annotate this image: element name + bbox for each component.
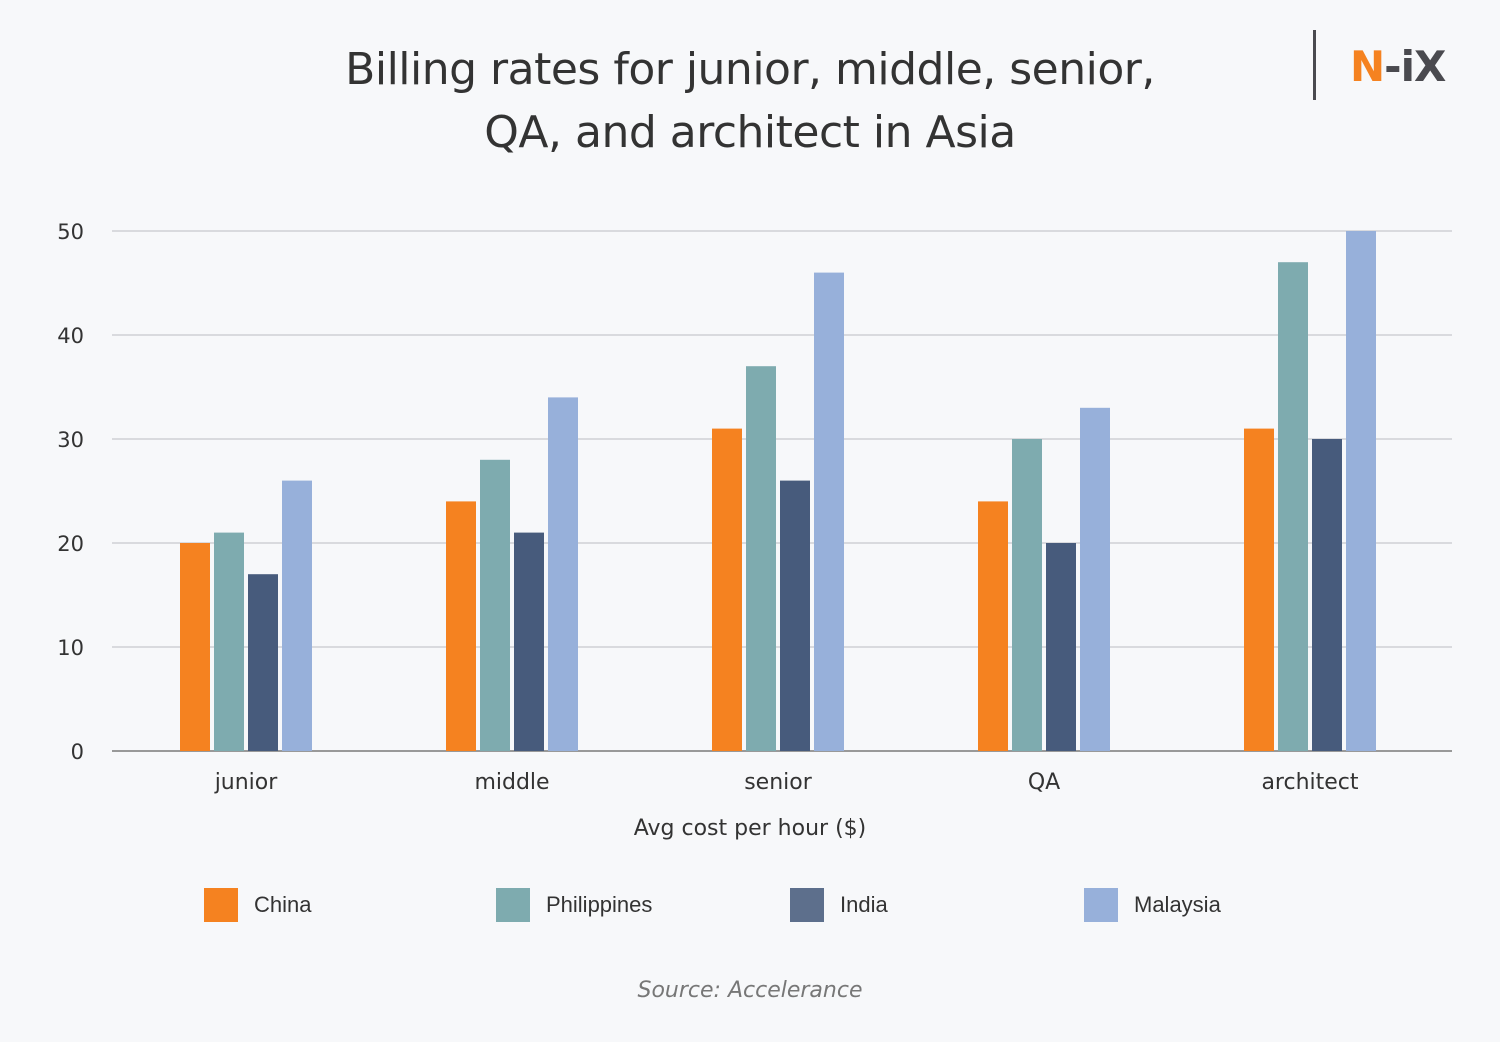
bar-philippines-architect <box>1278 262 1308 751</box>
bar-malaysia-senior <box>814 272 844 751</box>
bar-china-junior <box>180 543 210 751</box>
bar-india-junior <box>248 574 278 751</box>
bars <box>180 231 1376 751</box>
bar-china-middle <box>446 501 476 751</box>
bar-malaysia-middle <box>548 397 578 751</box>
x-tick-label: architect <box>1261 770 1358 795</box>
bar-malaysia-architect <box>1346 231 1376 751</box>
bar-india-middle <box>514 532 544 751</box>
y-tick-label: 10 <box>57 636 84 660</box>
bar-china-senior <box>712 428 742 751</box>
legend-swatch <box>496 888 530 922</box>
chart-title-line-1: Billing rates for junior, middle, senior… <box>345 44 1155 95</box>
logo-divider <box>1313 30 1316 100</box>
bar-china-architect <box>1244 428 1274 751</box>
chart-title: Billing rates for junior, middle, senior… <box>250 38 1250 164</box>
bar-philippines-middle <box>480 459 510 751</box>
y-axis-ticks: 0 10 20 30 40 50 <box>57 220 84 764</box>
logo-ix: -iX <box>1384 42 1446 91</box>
legend-item-india: India <box>790 888 888 922</box>
x-axis-label: Avg cost per hour ($) <box>633 816 867 841</box>
legend-label: India <box>840 892 888 917</box>
n-ix-logo: N-iX <box>1350 42 1446 91</box>
legend-label: Philippines <box>546 892 653 917</box>
y-tick-label: 20 <box>57 532 84 556</box>
bar-chart: 0 10 20 30 40 50 junior middle senior QA architec… <box>57 220 1452 795</box>
x-tick-label: junior <box>214 770 279 795</box>
legend-swatch <box>204 888 238 922</box>
x-axis-ticks: junior middle senior QA architect <box>214 770 1359 795</box>
logo-n: N <box>1350 42 1385 91</box>
chart-title-line-2: QA, and architect in Asia <box>484 107 1016 158</box>
x-tick-label: QA <box>1028 770 1060 795</box>
bar-india-senior <box>780 480 810 751</box>
legend-swatch <box>1084 888 1118 922</box>
y-tick-label: 40 <box>57 324 84 348</box>
y-tick-label: 50 <box>57 220 84 244</box>
legend-item-philippines: Philippines <box>496 888 652 922</box>
legend-label: China <box>254 892 312 917</box>
y-tick-label: 30 <box>57 428 84 452</box>
legend-swatch <box>790 888 824 922</box>
x-tick-label: senior <box>744 770 813 795</box>
bar-india-qa <box>1046 543 1076 751</box>
bar-philippines-senior <box>746 366 776 751</box>
legend-item-malaysia: Malaysia <box>1084 888 1221 922</box>
bar-india-architect <box>1312 439 1342 751</box>
bar-china-qa <box>978 501 1008 751</box>
bar-philippines-junior <box>214 532 244 751</box>
legend-item-china: China <box>204 888 311 922</box>
bar-malaysia-qa <box>1080 407 1110 751</box>
y-tick-label: 0 <box>71 740 84 764</box>
source-note: Source: Accelerance <box>637 978 863 1003</box>
bar-malaysia-junior <box>282 480 312 751</box>
bar-philippines-qa <box>1012 439 1042 751</box>
legend-label: Malaysia <box>1134 892 1221 917</box>
x-tick-label: middle <box>474 770 549 795</box>
